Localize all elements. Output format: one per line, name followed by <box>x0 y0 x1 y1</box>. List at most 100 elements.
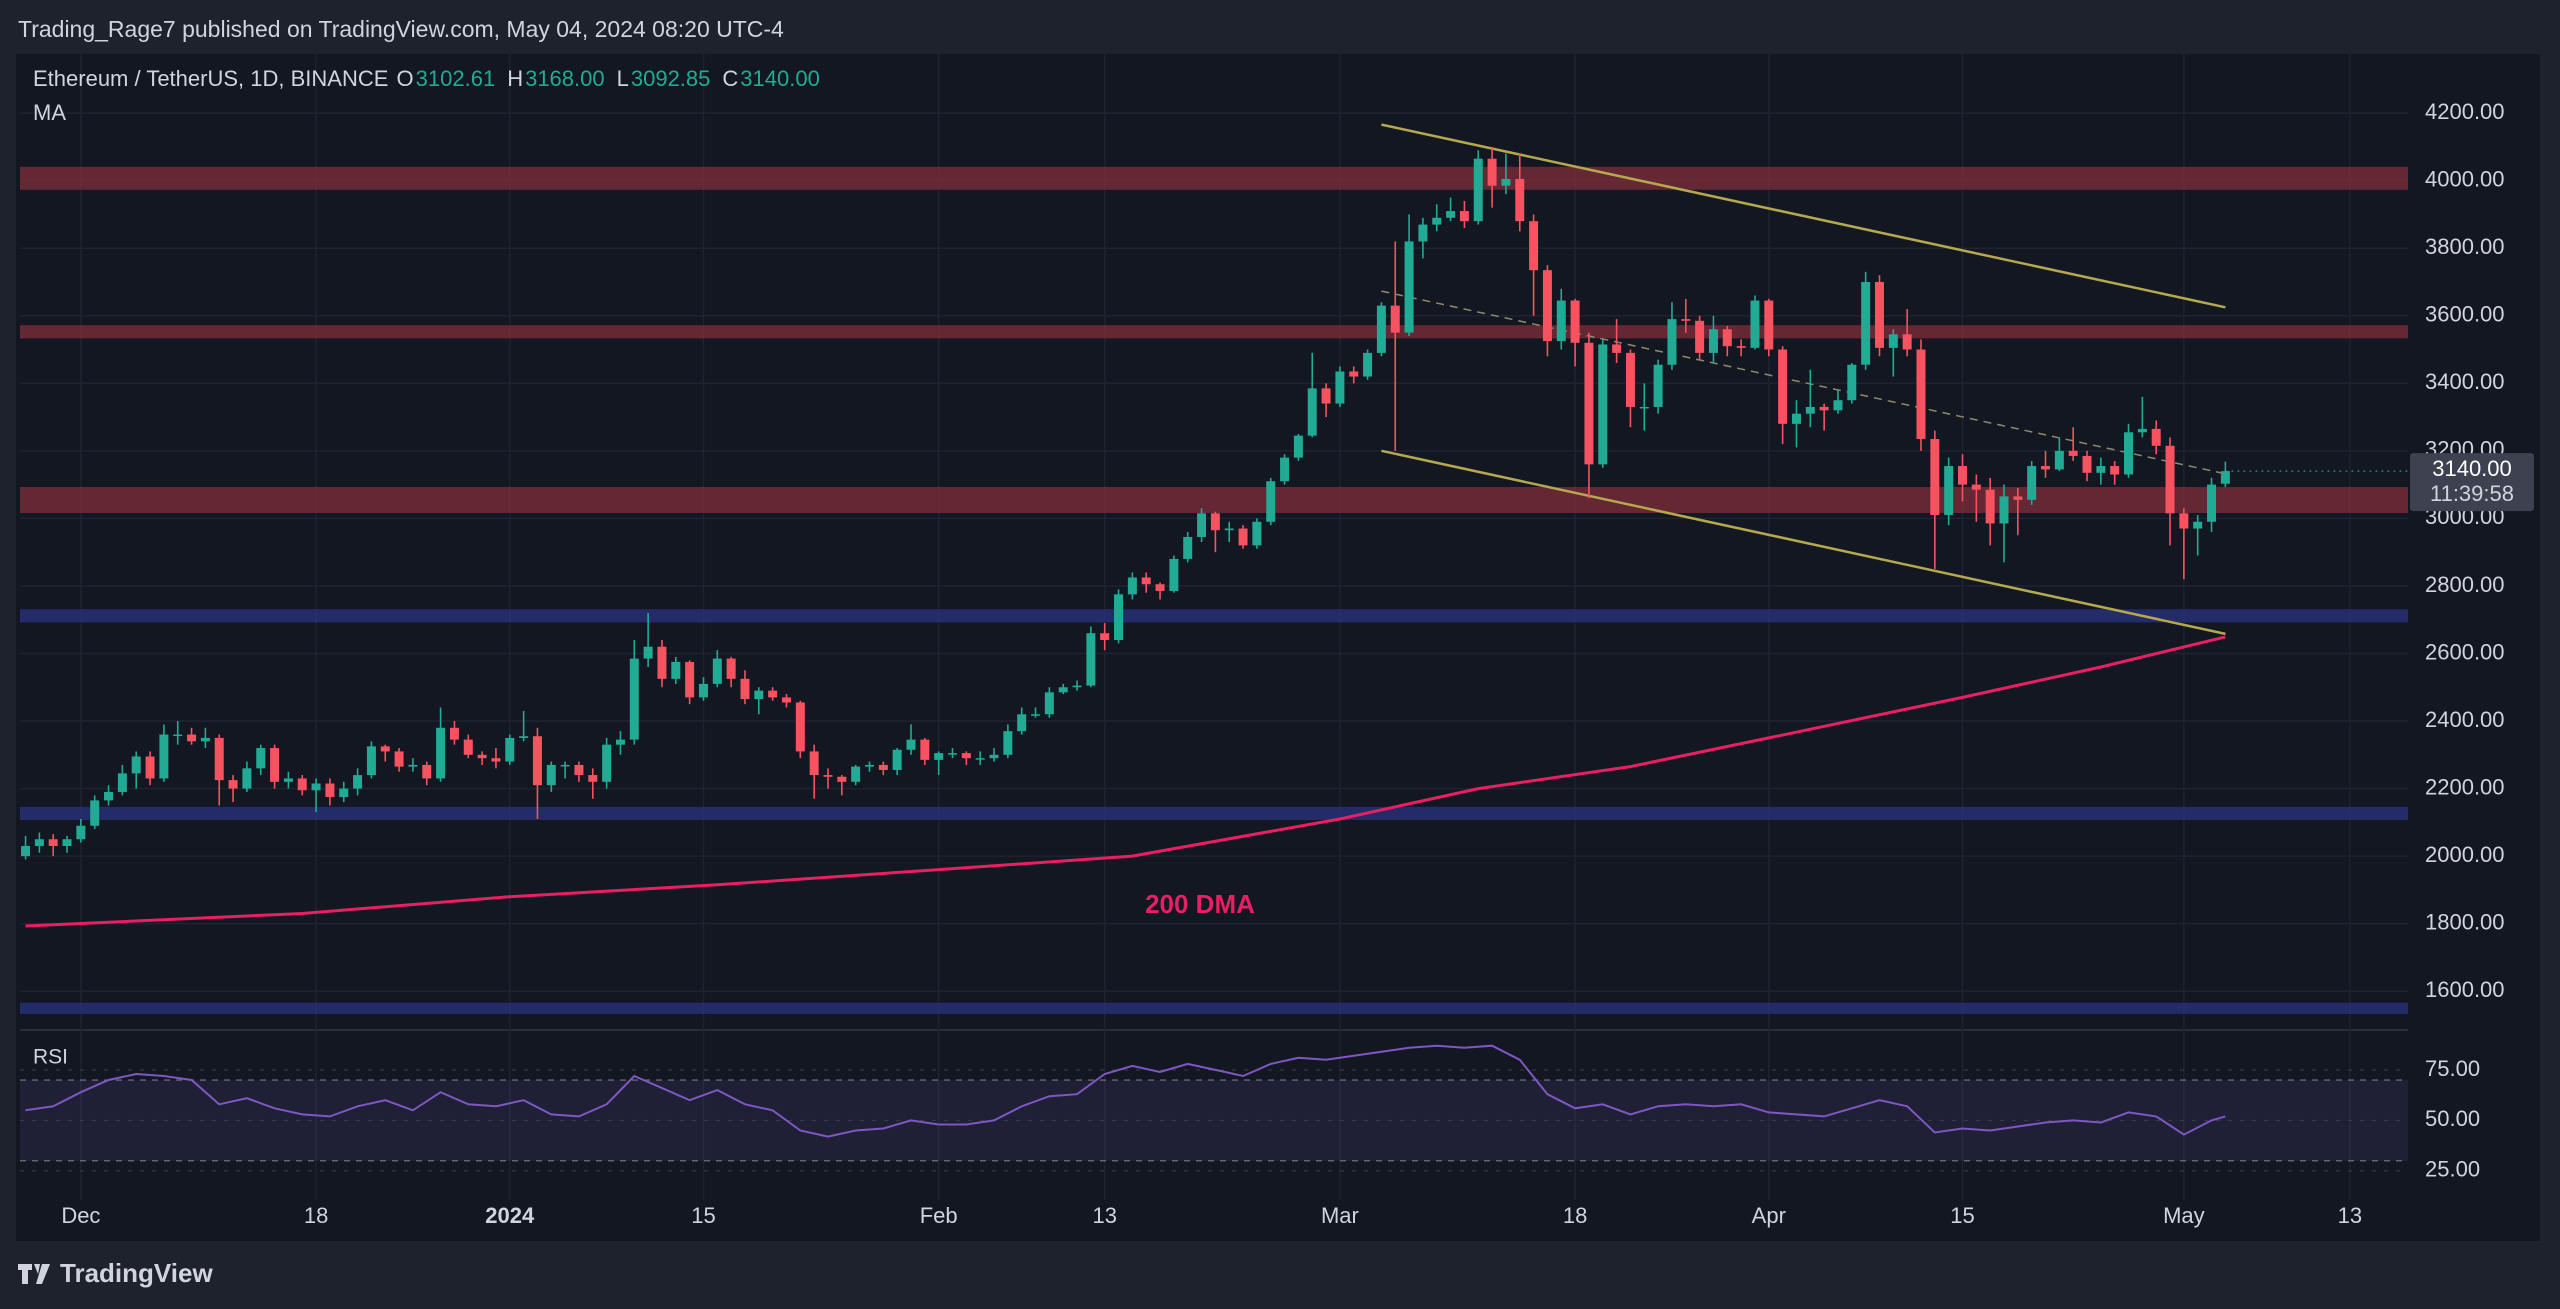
candle-body <box>906 739 916 750</box>
candle-body <box>1459 211 1469 222</box>
candle-body <box>2137 428 2147 433</box>
moving-average <box>25 635 2226 928</box>
candle-body <box>1501 178 1511 186</box>
zone <box>20 486 2408 513</box>
candle-body <box>1003 731 1013 755</box>
candle-body <box>1653 364 1663 407</box>
candle-body <box>1307 388 1317 436</box>
candle-body <box>1556 300 1566 342</box>
candle-body <box>311 783 321 791</box>
x-tick-label: 2024 <box>485 1203 535 1228</box>
candle-body <box>781 697 791 703</box>
candle-body <box>809 751 819 776</box>
candle-body <box>948 753 958 755</box>
annotation: 200 DMA <box>1145 889 1255 919</box>
ohlc-value: 3168.00 <box>525 66 605 91</box>
price-tag <box>2410 453 2534 512</box>
candle-body <box>1224 528 1234 531</box>
candle-body <box>643 646 653 659</box>
candle-body <box>422 764 432 779</box>
candle-body <box>2110 466 2120 475</box>
candle-body <box>1764 300 1774 350</box>
candle-body <box>1487 158 1497 186</box>
candle-body <box>934 753 944 760</box>
candle-body <box>588 775 598 782</box>
price-tag-countdown: 11:39:58 <box>2430 481 2514 506</box>
candle-body <box>1349 371 1359 377</box>
candle-body <box>546 764 556 786</box>
x-tick-label: Apr <box>1752 1203 1786 1228</box>
candle-body <box>768 690 778 698</box>
x-tick-label: 18 <box>304 1203 328 1228</box>
candle-body <box>408 764 418 767</box>
candle-body <box>1127 577 1137 595</box>
candle-body <box>200 737 210 742</box>
ohlc-key: O <box>396 66 414 91</box>
candle-body <box>1321 388 1331 404</box>
candle-body <box>1169 558 1179 592</box>
candle-body <box>1404 241 1414 333</box>
candle-body <box>2054 450 2064 470</box>
candle-body <box>1778 349 1788 424</box>
y-tick-label: 4000.00 <box>2425 166 2505 191</box>
candle-body <box>975 758 985 760</box>
candle-body <box>2013 496 2023 500</box>
y-tick-label: 2200.00 <box>2425 774 2505 799</box>
trend-line <box>1381 290 2226 475</box>
candle-body <box>1874 281 1884 348</box>
candle-body <box>878 764 888 771</box>
zone <box>20 806 2408 820</box>
candle-body <box>48 839 58 846</box>
candle-body <box>1722 329 1732 347</box>
candle-body <box>1252 521 1262 546</box>
indicator-label: MA <box>33 100 66 125</box>
y-tick-label: 2600.00 <box>2425 639 2505 664</box>
candle-body <box>892 749 902 771</box>
y-tick-label: 1600.00 <box>2425 977 2505 1002</box>
candle-body <box>90 800 100 826</box>
candle-body <box>117 773 127 792</box>
candle-body <box>2096 466 2106 473</box>
candle-body <box>754 690 764 700</box>
candle-body <box>519 736 529 738</box>
candle-body <box>2165 445 2175 514</box>
candle-body <box>1266 481 1276 522</box>
candle-body <box>2124 432 2134 475</box>
candle-body <box>1058 687 1068 693</box>
x-tick-label: 18 <box>1563 1203 1587 1228</box>
y-tick-label: 25.00 <box>2425 1157 2480 1182</box>
candle-body <box>131 756 141 774</box>
candle-body <box>671 661 681 679</box>
candle-body <box>1667 319 1677 365</box>
candle-body <box>532 736 542 786</box>
candle-body <box>865 764 874 767</box>
x-tick-label: 13 <box>2338 1203 2362 1228</box>
candle-body <box>2027 466 2037 500</box>
candle-body <box>1542 270 1552 342</box>
candle-body <box>698 683 708 698</box>
candle-body <box>1791 413 1801 424</box>
candle-body <box>1141 577 1151 585</box>
x-tick-label: Dec <box>61 1203 100 1228</box>
candle-body <box>1197 513 1207 537</box>
candle-body <box>1072 685 1082 688</box>
x-tick-label: Feb <box>920 1203 958 1228</box>
candle-body <box>104 791 114 801</box>
x-tick-label: Mar <box>1321 1203 1359 1228</box>
candle-body <box>76 825 86 840</box>
candle-body <box>214 737 224 781</box>
candle-body <box>21 845 31 857</box>
candle-body <box>1418 224 1428 242</box>
x-tick-label: 15 <box>691 1203 715 1228</box>
candle-body <box>1930 439 1940 516</box>
candle-body <box>574 764 584 776</box>
ohlc-value: 3102.61 <box>415 66 496 91</box>
candle-body <box>270 748 280 782</box>
candle-body <box>1114 594 1124 640</box>
x-tick-label: 15 <box>1950 1203 1974 1228</box>
y-tick-label: 50.00 <box>2425 1106 2480 1131</box>
candle-body <box>491 758 501 762</box>
candle-body <box>657 646 667 679</box>
candle-body <box>366 746 376 776</box>
